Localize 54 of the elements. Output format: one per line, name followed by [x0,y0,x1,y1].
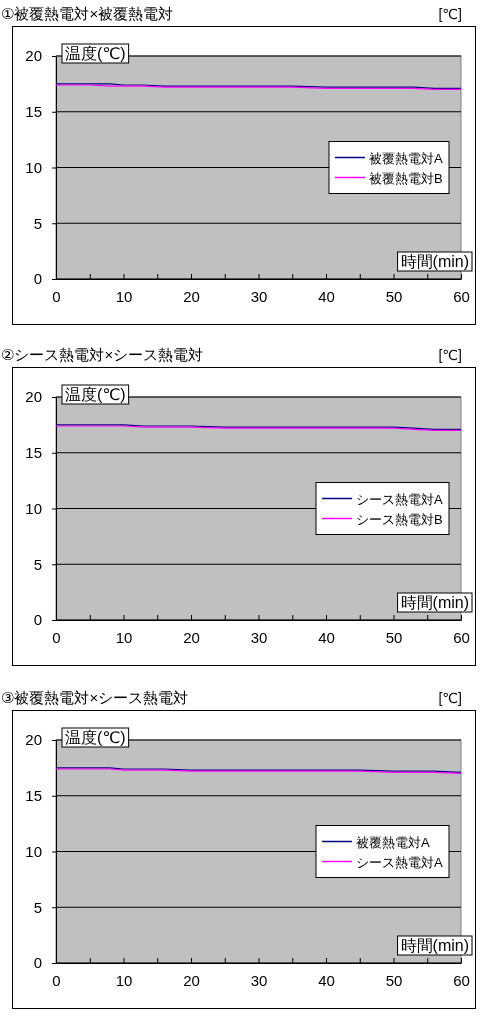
y-tick-label: 10 [25,499,42,517]
x-tick-label: 0 [52,971,61,989]
x-tick-label: 40 [318,628,335,646]
y-tick-label: 10 [25,158,42,176]
x-tick-label: 0 [52,287,61,305]
x-tick-label: 50 [385,287,403,305]
legend-label: シース熱電対B [356,511,443,527]
x-axis-title: 時間(min) [400,937,469,954]
y-axis-title: 温度(℃) [65,386,126,403]
x-tick-label: 50 [385,628,403,646]
x-tick-label: 30 [250,287,268,305]
y-tick-label: 0 [33,270,42,288]
legend-label: 被覆熱電対B [369,170,443,186]
y-axis-title: 温度(℃) [65,729,126,746]
text: [℃] [438,690,462,706]
y-tick-label: 0 [33,954,42,972]
x-tick-label: 60 [453,971,470,989]
y-tick-label: 15 [25,787,42,805]
legend-label: シース熱電対A [356,491,443,507]
y-tick-label: 20 [25,47,42,65]
x-axis-title: 時間(min) [400,253,469,270]
text: [℃] [438,347,462,363]
y-tick-label: 10 [25,842,42,860]
x-tick-label: 40 [318,971,335,989]
y-tick-label: 20 [25,731,42,749]
legend-label: シース熱電対A [356,854,443,870]
x-tick-label: 30 [250,971,268,989]
x-tick-label: 40 [318,287,335,305]
chart-title: ③被覆熱電対×シース熱電対 [1,689,189,706]
y-axis-title: 温度(℃) [65,45,126,62]
x-tick-label: 60 [453,628,470,646]
y-tick-label: 20 [25,388,42,406]
x-tick-label: 0 [52,628,61,646]
x-tick-label: 30 [250,628,268,646]
text: [℃] [438,6,462,22]
chart-title: ②シース熱電対×シース熱電対 [1,346,204,363]
x-axis-title: 時間(min) [400,594,469,611]
x-tick-label: 50 [385,971,403,989]
x-tick-label: 20 [183,287,200,305]
x-tick-label: 20 [183,971,200,989]
x-tick-label: 10 [115,971,133,989]
y-tick-label: 15 [25,103,42,121]
y-tick-label: 15 [25,444,42,462]
x-tick-label: 10 [115,628,133,646]
x-tick-label: 60 [453,287,470,305]
y-tick-label: 5 [33,555,42,573]
legend-label: 被覆熱電対A [369,150,443,166]
chart-title: ①被覆熱電対×被覆熱電対 [1,5,174,22]
x-tick-label: 10 [115,287,133,305]
legend-label: 被覆熱電対A [356,834,430,850]
y-tick-label: 5 [33,898,42,916]
x-tick-label: 20 [183,628,200,646]
y-tick-label: 0 [33,611,42,629]
y-tick-label: 5 [33,214,42,232]
